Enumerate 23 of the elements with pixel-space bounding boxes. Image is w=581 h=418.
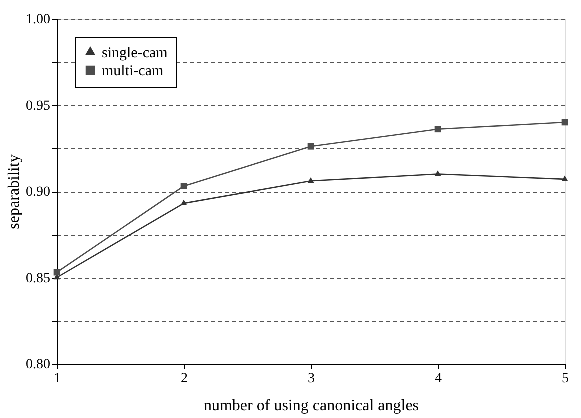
point [180, 200, 188, 206]
point [434, 170, 442, 176]
point [308, 178, 314, 183]
point [308, 143, 314, 150]
point [562, 176, 568, 182]
x-tick-label: 2 [181, 372, 188, 386]
legend-label: single-cam [102, 46, 168, 62]
point [562, 119, 568, 126]
legend-label: multi-cam [102, 64, 164, 80]
point [180, 183, 188, 190]
x-axis-title: number of using canonical angles [204, 398, 420, 414]
y-tick-label: 0.90 [26, 185, 50, 200]
y-tick-label: 0.80 [26, 358, 50, 372]
x-tick-label: 5 [562, 372, 569, 386]
y-tick-label: 0.85 [26, 271, 50, 286]
x-tick-label: 1 [54, 372, 61, 386]
x-tick-label: 3 [308, 372, 315, 386]
y-axis-title: separability [6, 154, 23, 230]
point [434, 126, 442, 133]
point [54, 269, 60, 276]
x-tick-label: 4 [435, 372, 442, 386]
y-tick-label: 0.95 [26, 98, 50, 114]
y-tick-label: 1.00 [26, 12, 50, 28]
